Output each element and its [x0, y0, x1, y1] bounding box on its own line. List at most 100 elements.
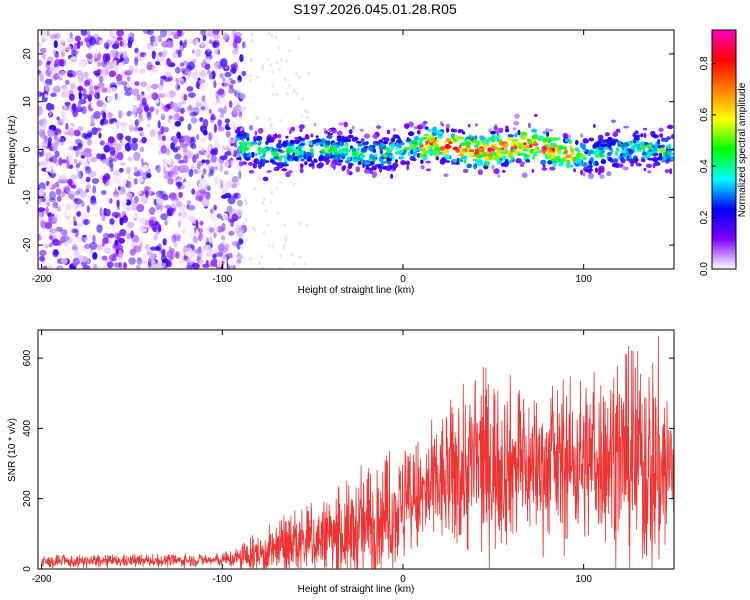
- spectrogram-cell: [477, 169, 483, 176]
- spectrogram-cell: [210, 148, 217, 156]
- spectrogram-cell: [298, 75, 301, 79]
- spectrogram-cell: [175, 200, 183, 208]
- spectrogram-cell: [661, 144, 665, 148]
- spectrogram-cell: [109, 218, 115, 225]
- spectrogram-cell: [108, 180, 112, 186]
- spectrogram-cell: [292, 156, 299, 161]
- spectrogram-cell: [75, 163, 81, 168]
- spectrogram-cell: [435, 138, 439, 144]
- spectrogram-cell: [599, 174, 605, 180]
- spectrogram-cell: [103, 232, 109, 240]
- spectrogram-cell: [89, 36, 97, 46]
- spectrogram-cell: [71, 103, 77, 112]
- spectrogram-cell: [115, 65, 120, 73]
- spectrogram-cell: [258, 261, 262, 265]
- spectrogram-cell: [240, 246, 244, 250]
- spectrogram-cell: [157, 35, 163, 43]
- spectrogram-cell: [300, 114, 304, 119]
- spectrogram-cell: [371, 165, 377, 171]
- spectrogram-cell: [93, 111, 101, 120]
- spectrogram-cell: [59, 175, 67, 182]
- spectrogram-cell: [64, 79, 70, 85]
- spectrogram-cell: [160, 213, 168, 221]
- spectrogram-cell: [238, 161, 244, 167]
- spectrogram-cell: [324, 153, 330, 158]
- spectrogram-cell: [390, 173, 394, 179]
- spectrogram-cell: [109, 118, 113, 125]
- spectrogram-cell: [553, 144, 558, 148]
- spectrogram-cell: [468, 123, 471, 128]
- spectrogram-cell: [230, 63, 236, 69]
- spectrogram-cell: [276, 60, 279, 65]
- spectrogram-cell: [205, 57, 212, 65]
- spectrogram-cell: [434, 146, 441, 152]
- spectrogram-cell: [234, 122, 238, 128]
- spectrogram-cell: [250, 151, 255, 158]
- spectrogram-cell: [352, 137, 357, 142]
- spectrogram-cell: [141, 196, 148, 204]
- spectrogram-cell: [279, 57, 283, 62]
- spectrogram-cell: [238, 93, 246, 100]
- spectrogram-cell: [476, 153, 483, 159]
- spectrogram-cell: [651, 150, 657, 154]
- spectrogram-cell: [341, 135, 345, 139]
- spectrogram-cell: [72, 257, 79, 267]
- spectrogram-cell: [588, 173, 594, 180]
- spectrogram-cell: [243, 106, 247, 111]
- spectrogram-cell: [199, 220, 204, 226]
- spectrogram-cell: [146, 111, 152, 118]
- spectrogram-cell: [237, 101, 240, 105]
- spectrogram-cell: [270, 33, 274, 38]
- spectrogram-cell: [106, 94, 114, 104]
- spectrogram-cell: [315, 138, 322, 143]
- spectrogram-cell: [456, 158, 460, 164]
- spectrogram-cell: [205, 251, 212, 257]
- spectrogram-cell: [108, 237, 112, 245]
- spectrogram-cell: [197, 139, 206, 147]
- spectrogram-cell: [567, 134, 571, 139]
- spectrogram-cell: [344, 160, 351, 164]
- spectrogram-cell: [487, 147, 491, 152]
- spectrogram-cell: [406, 160, 410, 166]
- spectrogram-cell: [573, 168, 576, 173]
- spectrogram-cell: [250, 59, 254, 63]
- spectrogram-cell: [413, 153, 417, 157]
- spectrogram-cell: [136, 257, 143, 265]
- spectrogram-cell: [102, 112, 107, 121]
- spectrogram-cell: [266, 170, 272, 173]
- spectrogram-cell: [65, 123, 69, 130]
- spectrogram-cell: [240, 236, 244, 240]
- spectrogram-cell: [557, 136, 560, 141]
- spectrogram-cell: [351, 125, 355, 130]
- spectrogram-cell: [235, 37, 241, 44]
- spectrogram-cell: [616, 128, 621, 133]
- spectrogram-cell: [236, 225, 239, 230]
- spectrogram-cell: [454, 162, 461, 165]
- spectrogram-cell: [200, 106, 206, 111]
- spectrogram-cell: [80, 30, 88, 36]
- spectrogram-cell: [105, 39, 112, 47]
- spectrogram-cell: [376, 125, 381, 129]
- spectrogram-cell: [261, 147, 267, 154]
- spectrogram-cell: [57, 206, 62, 212]
- spectrogram-cell: [158, 55, 164, 63]
- spectrogram-cell: [57, 43, 64, 53]
- spectrogram-cell: [182, 145, 188, 153]
- spectrogram-cell: [87, 95, 91, 101]
- spectrogram-cell: [297, 154, 303, 159]
- spectrogram-cell: [300, 158, 305, 162]
- spectrogram-cell: [413, 126, 418, 130]
- spectrogram-cell: [84, 166, 90, 171]
- spectrogram-cell: [225, 130, 231, 138]
- spectrogram-cell: [168, 115, 173, 120]
- spectrogram-cell: [527, 138, 530, 142]
- spectrogram-cell: [348, 129, 353, 135]
- spectrogram-cell: [162, 262, 166, 267]
- spectrogram-cell: [237, 181, 240, 185]
- spectrogram-cell: [393, 134, 400, 139]
- spectrogram-cell: [85, 166, 92, 175]
- spectrogram-cell: [261, 162, 265, 167]
- spectrogram-cell: [544, 137, 550, 142]
- spectrogram-cell: [338, 159, 343, 163]
- spectrogram-cell: [202, 168, 207, 175]
